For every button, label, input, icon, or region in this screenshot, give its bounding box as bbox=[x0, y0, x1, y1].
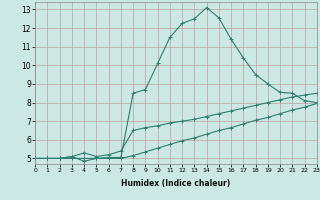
X-axis label: Humidex (Indice chaleur): Humidex (Indice chaleur) bbox=[121, 179, 231, 188]
